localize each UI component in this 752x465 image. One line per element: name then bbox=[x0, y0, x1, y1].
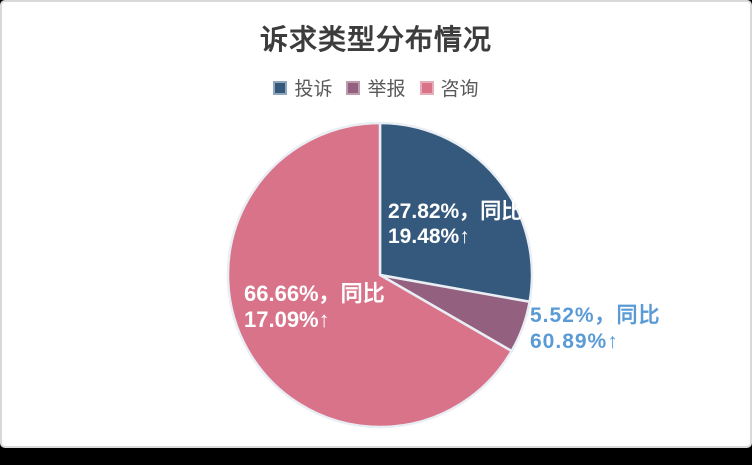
legend-label-report: 举报 bbox=[367, 79, 406, 100]
pie-slice-投诉[interactable] bbox=[378, 121, 534, 304]
pie-chart bbox=[226, 121, 534, 429]
slice-label-consult: 66.66%，同比 17.09%↑ bbox=[244, 281, 385, 332]
legend-item-complaint[interactable]: 投诉 bbox=[273, 74, 332, 101]
slice-label-report: 5.52%，同比 60.89%↑ bbox=[530, 304, 661, 353]
legend-label-consult: 咨询 bbox=[440, 79, 479, 100]
legend-swatch-complaint bbox=[273, 80, 288, 95]
chart-title: 诉求类型分布情况 bbox=[259, 24, 492, 55]
chart-card: 诉求类型分布情况 投诉 举报 咨询 27.82%，同比 19.48%↑ 66.66… bbox=[0, 0, 752, 448]
legend-swatch-consult bbox=[419, 80, 434, 95]
bottom-black-bar bbox=[0, 448, 752, 465]
legend-label-complaint: 投诉 bbox=[294, 79, 333, 100]
slice-label-complaint: 27.82%，同比 19.48%↑ bbox=[388, 200, 523, 248]
legend-item-consult[interactable]: 咨询 bbox=[419, 74, 479, 101]
pie-slice-咨询[interactable] bbox=[226, 121, 513, 429]
legend: 投诉 举报 咨询 bbox=[2, 74, 750, 101]
legend-item-report[interactable]: 举报 bbox=[346, 74, 406, 101]
legend-swatch-report bbox=[346, 80, 361, 95]
